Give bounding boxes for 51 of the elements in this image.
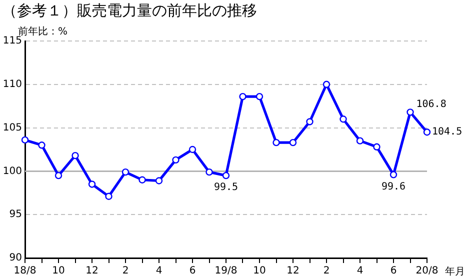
point	[406, 108, 414, 116]
x-tick-label: 20/8	[416, 266, 438, 277]
point	[188, 146, 196, 154]
x-tick-label: 6	[390, 266, 397, 277]
point	[172, 156, 180, 164]
y-tick-label: 115	[2, 36, 22, 47]
y-tick-label: 90	[9, 252, 22, 264]
point	[155, 177, 163, 184]
x-tick-label: 12	[86, 266, 98, 277]
point	[340, 116, 347, 123]
point	[356, 137, 364, 144]
x-tick-label: 6	[189, 266, 196, 277]
point	[322, 80, 330, 88]
point	[88, 180, 96, 188]
x-tick-label: 18/8	[14, 266, 36, 277]
data-label: 99.5	[214, 182, 238, 194]
y-tick-label: 110	[2, 78, 22, 90]
x-tick-label: 10	[253, 266, 266, 277]
point	[289, 138, 297, 146]
point	[256, 92, 264, 100]
point	[272, 138, 280, 146]
y-tick-label: 95	[9, 209, 22, 220]
point	[105, 192, 112, 200]
x-tick-label: 4	[156, 266, 162, 277]
data-label: 104.5	[432, 126, 462, 138]
point	[222, 172, 230, 180]
point	[206, 168, 213, 176]
data-label: 99.6	[381, 181, 406, 192]
point	[122, 168, 130, 176]
point	[54, 172, 62, 180]
point	[423, 128, 431, 136]
x-tick-label: 19/8	[214, 266, 238, 277]
chart-title: （参考１）販売電力量の前年比の推移	[2, 1, 257, 20]
x-tick-label: 2	[323, 266, 330, 277]
point	[239, 92, 246, 100]
point	[38, 142, 46, 149]
y-tick-label: 100	[2, 166, 22, 177]
y-axis-title: 前年比：%	[18, 26, 68, 38]
point	[138, 176, 146, 184]
x-tick-label: 12	[286, 266, 300, 277]
point	[21, 136, 29, 144]
data-label: 106.8	[416, 98, 446, 110]
x-tick-label: 10	[52, 266, 65, 277]
x-tick-label: 2	[122, 266, 129, 277]
x-tick-label: 4	[356, 266, 364, 277]
point	[373, 143, 380, 150]
x-axis-title: 年月	[445, 266, 465, 278]
y-tick-label: 105	[2, 122, 22, 134]
point	[72, 152, 79, 160]
point	[390, 171, 398, 178]
point	[306, 118, 314, 126]
